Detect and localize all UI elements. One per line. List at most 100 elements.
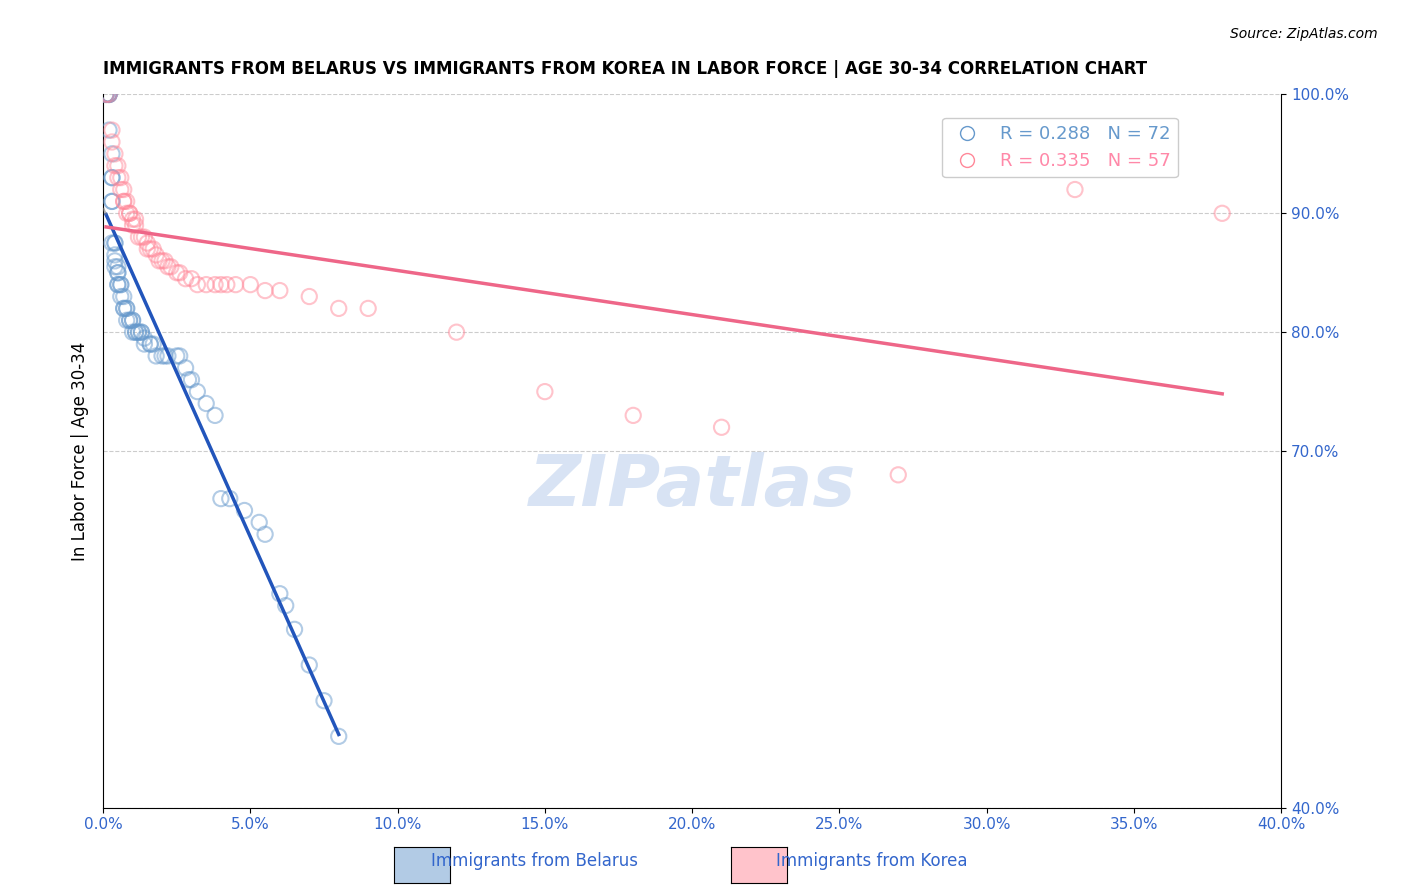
Belarus <box>107 277 129 292</box>
Belarus <box>312 694 335 708</box>
Korea <box>124 212 146 227</box>
Korea <box>127 230 149 244</box>
Belarus <box>118 313 141 327</box>
Belarus <box>204 409 226 423</box>
Korea <box>254 284 277 298</box>
Korea <box>357 301 380 316</box>
Belarus <box>110 277 132 292</box>
Korea <box>298 289 321 303</box>
Korea <box>148 253 170 268</box>
Text: Immigrants from Korea: Immigrants from Korea <box>776 852 967 870</box>
Korea <box>195 277 218 292</box>
Korea <box>621 409 644 423</box>
Belarus <box>131 325 153 339</box>
Korea <box>112 194 135 209</box>
Belarus <box>101 194 124 209</box>
Belarus <box>121 313 143 327</box>
Belarus <box>247 516 270 530</box>
Korea <box>1064 182 1087 196</box>
Korea <box>215 277 238 292</box>
Korea <box>156 260 179 274</box>
Belarus <box>180 373 202 387</box>
Belarus <box>98 123 121 137</box>
Belarus <box>101 194 124 209</box>
Korea <box>136 235 159 250</box>
Y-axis label: In Labor Force | Age 30-34: In Labor Force | Age 30-34 <box>72 342 89 561</box>
Korea <box>169 266 191 280</box>
Text: ZIPatlas: ZIPatlas <box>529 452 856 521</box>
Belarus <box>115 301 138 316</box>
Belarus <box>101 170 124 185</box>
Belarus <box>209 491 232 506</box>
Korea <box>225 277 247 292</box>
Text: Immigrants from Belarus: Immigrants from Belarus <box>430 852 638 870</box>
Belarus <box>142 337 165 351</box>
Belarus <box>145 349 167 363</box>
Korea <box>446 325 468 339</box>
Belarus <box>174 360 197 375</box>
Belarus <box>110 277 132 292</box>
Korea <box>131 230 153 244</box>
Korea <box>153 253 176 268</box>
Belarus <box>298 658 321 673</box>
Belarus <box>107 277 129 292</box>
Korea <box>139 242 162 256</box>
Belarus <box>124 325 146 339</box>
Belarus <box>186 384 208 399</box>
Belarus <box>139 337 162 351</box>
Belarus <box>150 349 173 363</box>
Korea <box>134 230 156 244</box>
Belarus <box>269 587 291 601</box>
Belarus <box>283 623 305 637</box>
Belarus <box>115 301 138 316</box>
Belarus <box>112 301 135 316</box>
Belarus <box>107 260 129 274</box>
Korea <box>145 248 167 262</box>
Belarus <box>153 349 176 363</box>
Belarus <box>115 313 138 327</box>
Belarus <box>101 235 124 250</box>
Legend: R = 0.288   N = 72, R = 0.335   N = 57: R = 0.288 N = 72, R = 0.335 N = 57 <box>942 118 1178 178</box>
Korea <box>94 87 117 102</box>
Korea <box>209 277 232 292</box>
Belarus <box>195 396 218 410</box>
Belarus <box>110 289 132 303</box>
Belarus <box>233 503 256 517</box>
Korea <box>887 467 910 482</box>
Korea <box>118 206 141 220</box>
Korea <box>150 253 173 268</box>
Korea <box>534 384 557 399</box>
Text: Source: ZipAtlas.com: Source: ZipAtlas.com <box>1230 27 1378 41</box>
Belarus <box>104 248 127 262</box>
Korea <box>269 284 291 298</box>
Korea <box>136 242 159 256</box>
Belarus <box>104 260 127 274</box>
Belarus <box>101 147 124 161</box>
Korea <box>101 123 124 137</box>
Korea <box>166 266 188 280</box>
Belarus <box>94 87 117 102</box>
Korea <box>101 135 124 149</box>
Belarus <box>94 87 117 102</box>
Korea <box>104 147 127 161</box>
Belarus <box>156 349 179 363</box>
Korea <box>115 206 138 220</box>
Korea <box>180 271 202 285</box>
Belarus <box>98 87 121 102</box>
Korea <box>121 218 143 232</box>
Belarus <box>101 170 124 185</box>
Belarus <box>104 235 127 250</box>
Belarus <box>177 373 200 387</box>
Korea <box>110 170 132 185</box>
Korea <box>121 212 143 227</box>
Belarus <box>104 235 127 250</box>
Korea <box>328 301 350 316</box>
Korea <box>112 182 135 196</box>
Belarus <box>98 87 121 102</box>
Belarus <box>124 325 146 339</box>
Korea <box>110 182 132 196</box>
Korea <box>104 159 127 173</box>
Belarus <box>254 527 277 541</box>
Belarus <box>218 491 240 506</box>
Korea <box>142 242 165 256</box>
